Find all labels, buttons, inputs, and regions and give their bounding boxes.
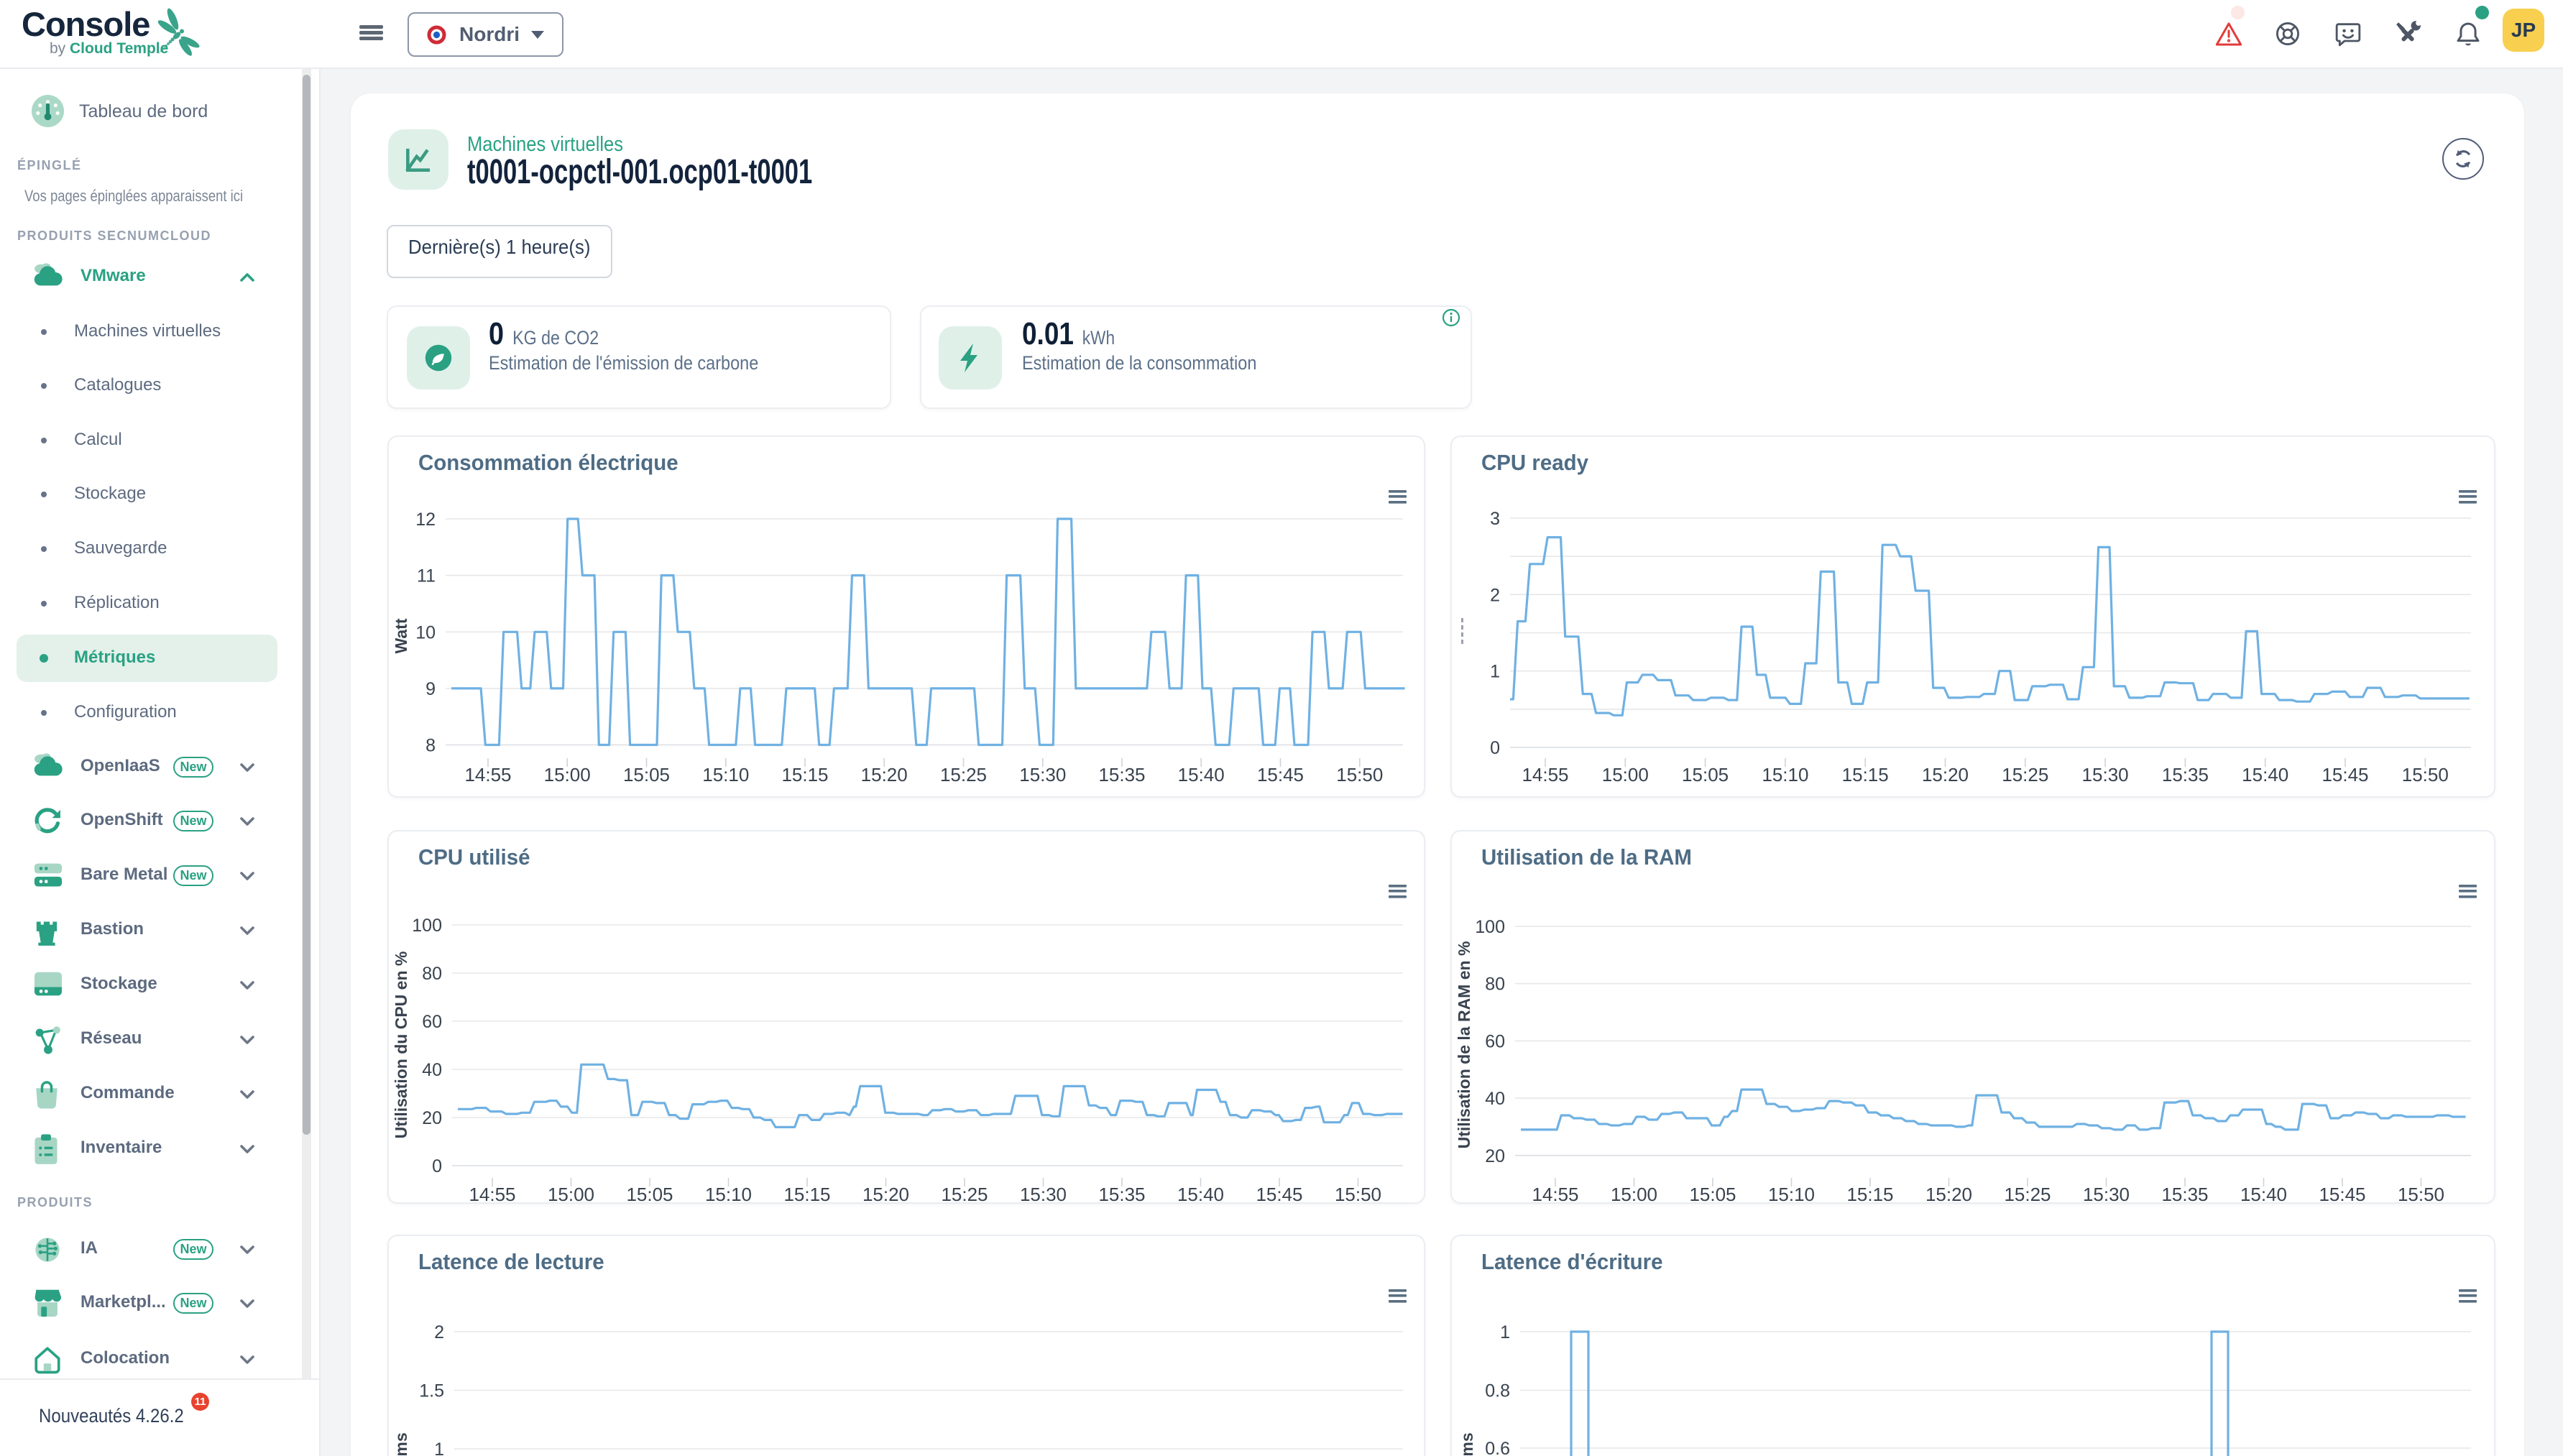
svg-text:12: 12 [415, 510, 436, 530]
svg-text:15:25: 15:25 [2004, 1184, 2051, 1204]
svg-text:0: 0 [1490, 738, 1500, 758]
svg-text:ms: ms [1458, 1432, 1476, 1456]
svg-text:15:45: 15:45 [1256, 1184, 1302, 1204]
svg-text:ms: ms [392, 1432, 410, 1456]
svg-text:15:35: 15:35 [2162, 764, 2209, 785]
svg-text:2: 2 [1490, 585, 1500, 605]
svg-text:15:10: 15:10 [702, 764, 749, 785]
svg-text:8: 8 [425, 736, 436, 756]
svg-text:15:00: 15:00 [548, 1184, 594, 1204]
svg-text:15:10: 15:10 [1762, 764, 1808, 785]
svg-text:15:50: 15:50 [2402, 764, 2449, 785]
svg-text:15:40: 15:40 [1177, 1184, 1224, 1204]
svg-text:40: 40 [422, 1060, 442, 1080]
svg-text:15:05: 15:05 [623, 764, 670, 785]
svg-text:14:55: 14:55 [464, 764, 511, 785]
svg-text:100: 100 [412, 916, 442, 936]
svg-text:1: 1 [1490, 662, 1500, 682]
svg-text:1: 1 [434, 1439, 444, 1456]
svg-text:60: 60 [422, 1012, 442, 1032]
svg-text:15:45: 15:45 [2322, 764, 2368, 785]
svg-text:15:35: 15:35 [1098, 1184, 1145, 1204]
svg-text:15:30: 15:30 [2083, 1184, 2130, 1204]
svg-text:15:15: 15:15 [1846, 1184, 1893, 1204]
svg-text:Utilisation de la RAM en %: Utilisation de la RAM en % [1455, 941, 1473, 1149]
svg-text:20: 20 [422, 1108, 442, 1128]
svg-text:14:55: 14:55 [469, 1184, 515, 1204]
svg-text:14:55: 14:55 [1522, 764, 1568, 785]
svg-text:15:20: 15:20 [1922, 764, 1969, 785]
svg-text:15:50: 15:50 [1336, 764, 1383, 785]
svg-text:15:00: 15:00 [1611, 1184, 1657, 1204]
svg-text:3: 3 [1490, 509, 1500, 529]
svg-text:15:35: 15:35 [2161, 1184, 2208, 1204]
svg-text:14:55: 14:55 [1532, 1184, 1578, 1204]
svg-text:15:25: 15:25 [941, 1184, 988, 1204]
svg-text:15:50: 15:50 [2398, 1184, 2444, 1204]
svg-text:0.6: 0.6 [1485, 1439, 1510, 1456]
svg-text:1.5: 1.5 [419, 1381, 444, 1401]
svg-text:15:05: 15:05 [1682, 764, 1729, 785]
svg-text:15:05: 15:05 [1689, 1184, 1736, 1204]
svg-text:15:40: 15:40 [1178, 764, 1225, 785]
svg-text:15:40: 15:40 [2240, 1184, 2287, 1204]
svg-text:15:35: 15:35 [1098, 764, 1145, 785]
svg-text:15:10: 15:10 [1768, 1184, 1815, 1204]
svg-text:40: 40 [1485, 1089, 1505, 1109]
svg-text:15:05: 15:05 [626, 1184, 673, 1204]
svg-text:15:20: 15:20 [1925, 1184, 1972, 1204]
svg-text:15:15: 15:15 [781, 764, 828, 785]
svg-text:15:30: 15:30 [2082, 764, 2129, 785]
svg-text:80: 80 [1485, 974, 1505, 995]
svg-text:Watt: Watt [392, 618, 410, 653]
svg-text:11: 11 [417, 566, 436, 586]
svg-text:1: 1 [1500, 1322, 1510, 1342]
svg-text:2: 2 [434, 1322, 444, 1342]
svg-text:15:15: 15:15 [783, 1184, 830, 1204]
svg-text:15:20: 15:20 [862, 1184, 909, 1204]
svg-text:15:45: 15:45 [1257, 764, 1304, 785]
svg-text:60: 60 [1485, 1031, 1505, 1051]
svg-text:15:15: 15:15 [1842, 764, 1889, 785]
svg-text:15:00: 15:00 [1602, 764, 1649, 785]
svg-text:15:10: 15:10 [705, 1184, 752, 1204]
svg-text:15:50: 15:50 [1335, 1184, 1381, 1204]
svg-text:10: 10 [415, 622, 436, 642]
svg-text:15:25: 15:25 [2002, 764, 2048, 785]
svg-text:80: 80 [422, 964, 442, 984]
svg-text:0: 0 [432, 1156, 442, 1176]
svg-text:0.8: 0.8 [1485, 1381, 1510, 1401]
svg-text:15:20: 15:20 [861, 764, 908, 785]
svg-text:15:30: 15:30 [1019, 764, 1066, 785]
svg-text:15:25: 15:25 [940, 764, 987, 785]
svg-text:15:45: 15:45 [2319, 1184, 2365, 1204]
svg-text:9: 9 [425, 679, 436, 699]
svg-text:15:00: 15:00 [544, 764, 591, 785]
svg-text:100: 100 [1475, 917, 1505, 937]
svg-text:15:40: 15:40 [2242, 764, 2288, 785]
svg-text:20: 20 [1485, 1146, 1505, 1166]
svg-text:Utilisation du CPU en %: Utilisation du CPU en % [392, 952, 410, 1139]
svg-text:15:30: 15:30 [1020, 1184, 1067, 1204]
